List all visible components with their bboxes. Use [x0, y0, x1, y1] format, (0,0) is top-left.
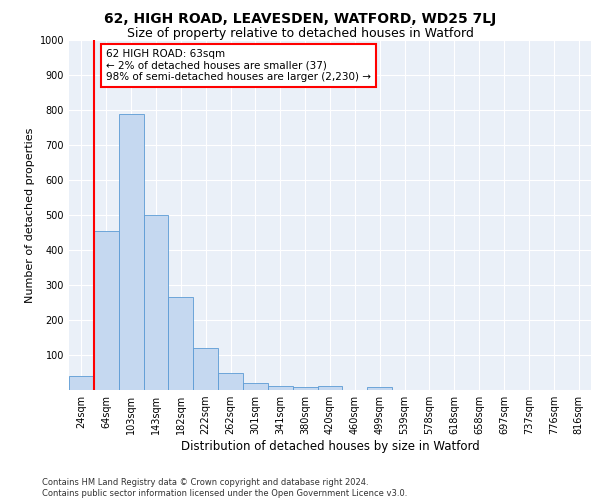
Bar: [69, 376, 94, 390]
Bar: [293, 386, 317, 390]
Bar: [169, 297, 193, 390]
Bar: [143, 215, 169, 390]
Bar: [243, 383, 268, 390]
Text: 62, HIGH ROAD, LEAVESDEN, WATFORD, WD25 7LJ: 62, HIGH ROAD, LEAVESDEN, WATFORD, WD25 …: [104, 12, 496, 26]
Bar: [119, 114, 143, 390]
X-axis label: Distribution of detached houses by size in Watford: Distribution of detached houses by size …: [181, 440, 479, 453]
Bar: [218, 372, 243, 390]
Text: 62 HIGH ROAD: 63sqm
← 2% of detached houses are smaller (37)
98% of semi-detache: 62 HIGH ROAD: 63sqm ← 2% of detached hou…: [106, 49, 371, 82]
Text: Size of property relative to detached houses in Watford: Size of property relative to detached ho…: [127, 28, 473, 40]
Bar: [268, 386, 293, 390]
Text: Contains HM Land Registry data © Crown copyright and database right 2024.
Contai: Contains HM Land Registry data © Crown c…: [42, 478, 407, 498]
Bar: [193, 348, 218, 390]
Y-axis label: Number of detached properties: Number of detached properties: [25, 128, 35, 302]
Bar: [317, 386, 343, 390]
Bar: [94, 231, 119, 390]
Bar: [367, 386, 392, 390]
